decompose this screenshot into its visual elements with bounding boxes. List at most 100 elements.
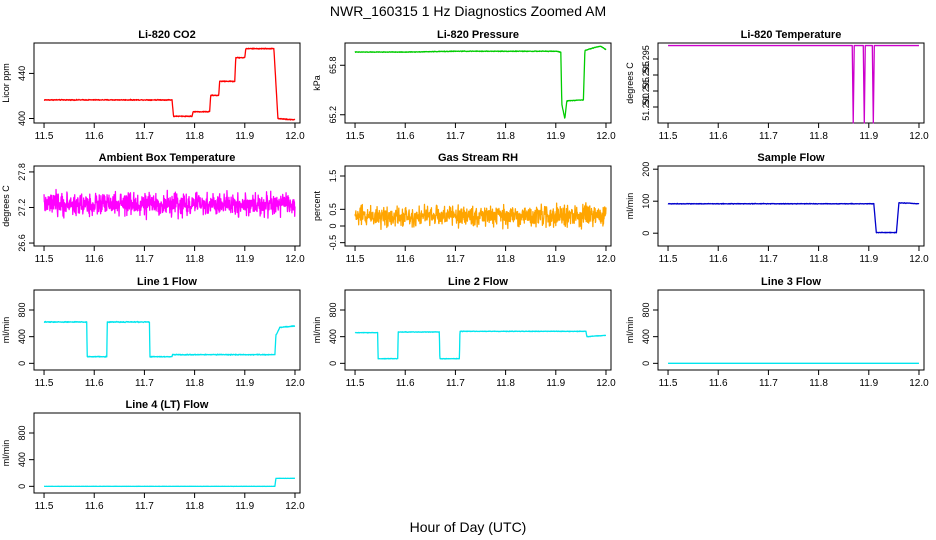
panel-6-xtick-label: 11.6	[85, 378, 104, 389]
panel-0-plot-frame	[33, 42, 301, 124]
panel-7-xtick-label: 11.9	[546, 378, 565, 389]
panel-4-ytick-label: 1.5	[328, 170, 338, 183]
panel-9-ylabel: ml/min	[1, 440, 11, 467]
panel-3-plot-frame	[33, 165, 301, 247]
panel-1-ytick-label: 65.8	[328, 57, 338, 75]
panel-4-ylabel: percent	[312, 190, 322, 221]
panels-group: Li-820 CO2 Licor ppm 11.5 11.6 11.7 11.8 11.9 1…	[1, 29, 929, 512]
panel-4: Gas Stream RH percent 11.5 11.6 11.7 11.8 11.9…	[312, 152, 616, 265]
panel-0-series-line	[43, 47, 296, 121]
panel-0-xtick-label: 11.8	[185, 131, 204, 142]
panel-1-xtick-label: 11.6	[396, 131, 415, 142]
panel-9-ytick-label: 800	[17, 425, 27, 440]
panel-5-xtick-label: 11.9	[859, 254, 878, 265]
panel-6-xtick-label: 11.8	[185, 378, 204, 389]
panel-4-plot-frame	[344, 165, 612, 247]
panel-0-title: Li-820 CO2	[138, 29, 195, 41]
panel-0-ylabel: Licor ppm	[1, 63, 11, 103]
panel-2-plot-frame	[657, 42, 925, 124]
panel-4-xtick-label: 11.9	[546, 254, 565, 265]
panel-8: Line 3 Flow ml/min 11.5 11.6 11.7 11.8 11.9 12.…	[625, 276, 929, 389]
panel-6-xtick-label: 11.5	[35, 378, 54, 389]
panel-2-ytick-label: 51.295	[641, 61, 651, 89]
panel-3-ytick-label: 27.8	[17, 163, 27, 181]
panel-6-ytick-label: 400	[17, 329, 27, 344]
panel-8-ytick-label: 800	[641, 302, 651, 317]
panel-3-ytick-label: 27.2	[17, 199, 27, 217]
panel-4-ytick-label: 0	[328, 223, 338, 228]
panel-8-ylabel: ml/min	[625, 317, 635, 344]
panel-4-ytick-label: -0.5	[328, 235, 338, 251]
panel-2-ytick-label: 51.295	[641, 45, 651, 73]
panel-6-xtick-label: 11.7	[135, 378, 154, 389]
panel-9-xtick-label: 12.0	[285, 501, 305, 512]
panel-8-xtick-label: 12.0	[909, 378, 929, 389]
panel-0-ytick-label: 400	[17, 111, 27, 126]
panel-4-series-line	[354, 202, 607, 230]
panel-5-xtick-label: 11.7	[759, 254, 778, 265]
panel-6-ytick-label: 800	[17, 302, 27, 317]
panel-7-plot-frame	[344, 289, 612, 371]
panel-2-xtick-label: 12.0	[909, 131, 929, 142]
panel-7-series-line	[354, 330, 607, 360]
panel-7-xtick-label: 12.0	[596, 378, 616, 389]
panel-3-ylabel: degrees C	[1, 185, 11, 227]
panel-5-xtick-label: 12.0	[909, 254, 929, 265]
panel-5-xtick-label: 11.8	[809, 254, 828, 265]
panel-3-xtick-label: 11.6	[85, 254, 104, 265]
panel-1-xtick-label: 11.8	[496, 131, 515, 142]
panel-3-xtick-label: 11.8	[185, 254, 204, 265]
panel-3: Ambient Box Temperature degrees C 11.5 11.6…	[1, 152, 305, 265]
panel-8-xtick-label: 11.8	[809, 378, 828, 389]
panel-6-title: Line 1 Flow	[137, 276, 197, 288]
panel-6-xtick-label: 11.9	[235, 378, 254, 389]
panel-1-xtick-label: 11.9	[546, 131, 565, 142]
panel-5-ylabel: ml/min	[625, 193, 635, 220]
panel-2-ytick-label: 51.295	[641, 77, 651, 105]
panel-1-ylabel: kPa	[312, 75, 322, 91]
panel-5-ytick-label: 200	[641, 162, 651, 177]
panel-6-plot-frame	[33, 289, 301, 371]
panel-2-xtick-label: 11.6	[709, 131, 728, 142]
panel-1-xtick-label: 11.7	[446, 131, 465, 142]
panel-9-xtick-label: 11.6	[85, 501, 104, 512]
panel-3-series-line	[43, 188, 296, 221]
panel-0-xtick-label: 11.6	[85, 131, 104, 142]
panel-8-xtick-label: 11.5	[659, 378, 678, 389]
panel-6-xtick-label: 12.0	[285, 378, 305, 389]
panel-2-xtick-label: 11.9	[859, 131, 878, 142]
panel-5-xtick-label: 11.5	[659, 254, 678, 265]
panel-3-ytick-label: 26.6	[17, 234, 27, 252]
panel-2-series-line	[668, 44, 919, 124]
panel-5-plot-frame	[657, 165, 925, 247]
panel-3-xtick-label: 11.7	[135, 254, 154, 265]
figure-title: NWR_160315 1 Hz Diagnostics Zoomed AM	[330, 3, 606, 19]
panel-9-ytick-label: 0	[17, 484, 27, 489]
panel-3-xtick-label: 11.9	[235, 254, 254, 265]
panel-8-title: Line 3 Flow	[761, 276, 821, 288]
panel-4-ytick-label: 0.5	[328, 203, 338, 216]
panel-5-xtick-label: 11.6	[709, 254, 728, 265]
panel-4-xtick-label: 11.8	[496, 254, 515, 265]
panel-4-xtick-label: 11.5	[346, 254, 365, 265]
panel-7-title: Line 2 Flow	[448, 276, 508, 288]
panel-7-xtick-label: 11.7	[446, 378, 465, 389]
panel-6-series-line	[43, 320, 296, 358]
panel-9-xtick-label: 11.5	[35, 501, 54, 512]
panel-1-xtick-label: 11.5	[346, 131, 365, 142]
panel-4-xtick-label: 11.6	[396, 254, 415, 265]
panel-9-xtick-label: 11.8	[185, 501, 204, 512]
panel-9-title: Line 4 (LT) Flow	[126, 399, 209, 411]
panel-9-xtick-label: 11.7	[135, 501, 154, 512]
panel-7-xtick-label: 11.8	[496, 378, 515, 389]
panel-4-title: Gas Stream RH	[438, 152, 518, 164]
panel-9-plot-frame	[33, 412, 301, 494]
panel-7: Line 2 Flow ml/min 11.5 11.6 11.7 11.8 11.9 12.…	[312, 276, 616, 389]
panel-4-xtick-label: 12.0	[596, 254, 616, 265]
panel-0-xtick-label: 11.7	[135, 131, 154, 142]
panel-2-xtick-label: 11.5	[659, 131, 678, 142]
panel-2-xtick-label: 11.7	[759, 131, 778, 142]
panel-3-xtick-label: 11.5	[35, 254, 54, 265]
panel-1-plot-frame	[344, 42, 612, 124]
panel-7-ylabel: ml/min	[312, 317, 322, 344]
